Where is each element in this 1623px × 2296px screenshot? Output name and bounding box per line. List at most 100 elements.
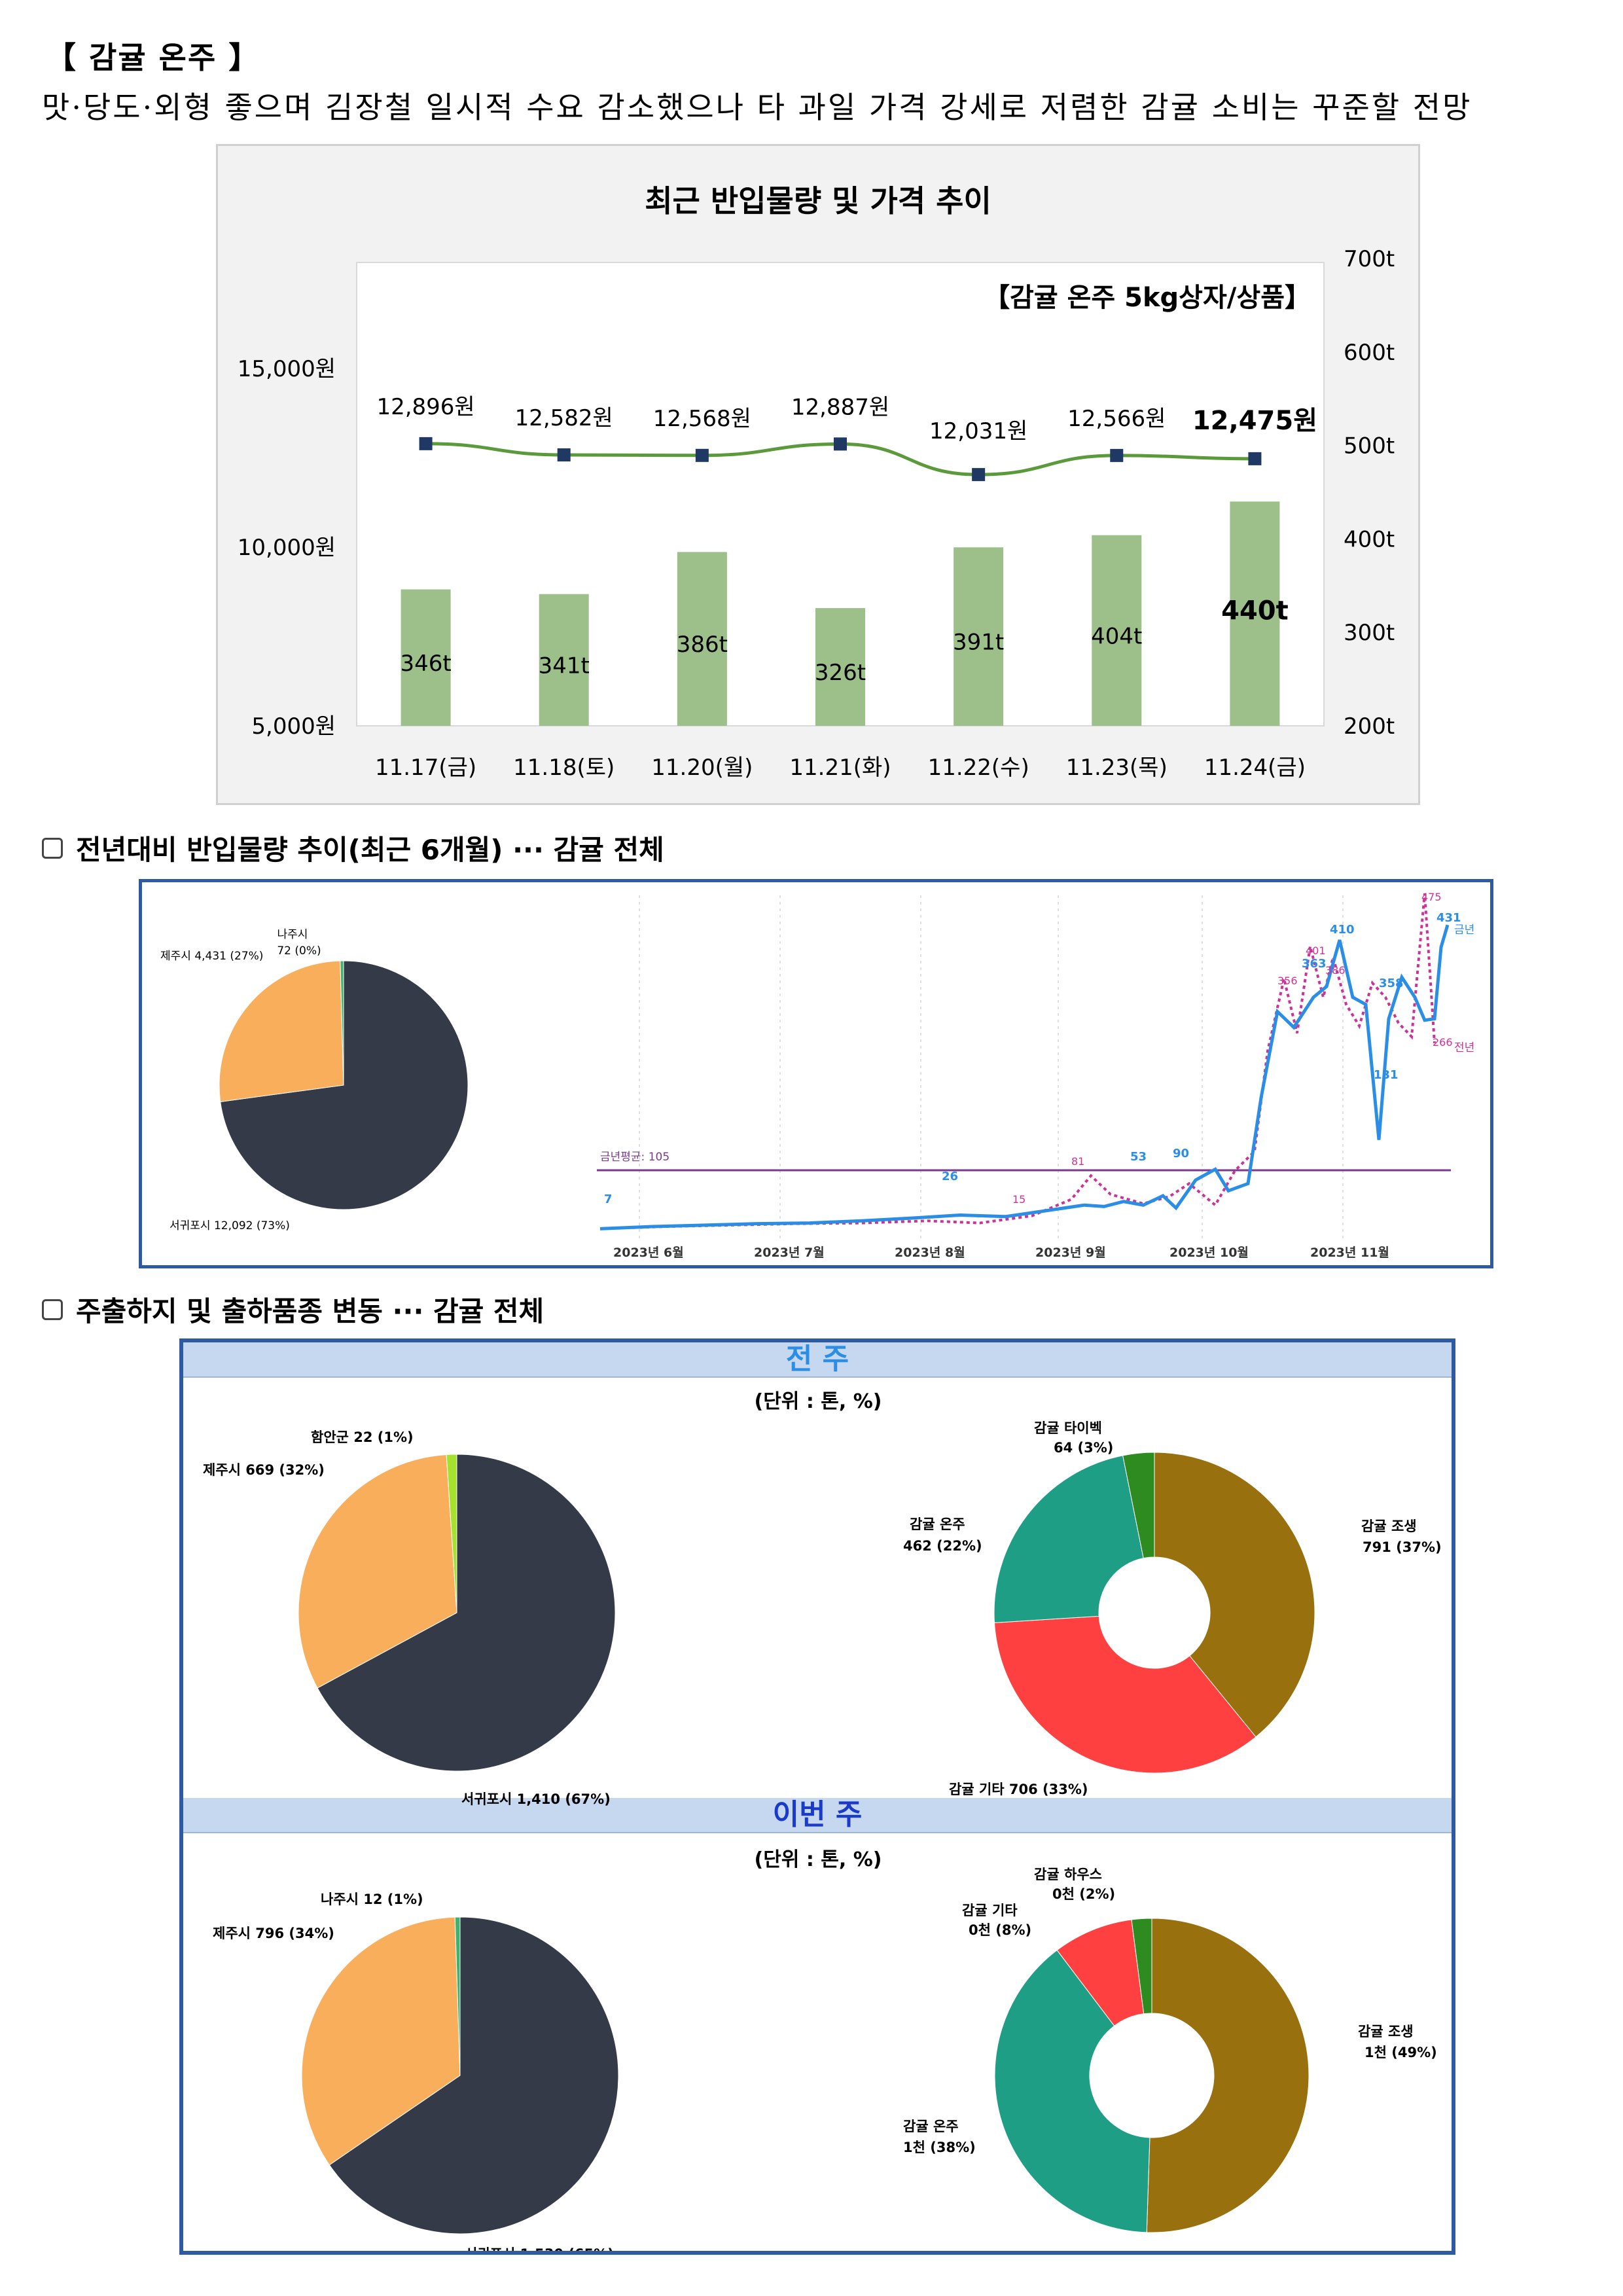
last-year-data-label: 81 [1071,1155,1084,1168]
prev-variety-label-josaeng: 감귤 조생 [1361,1518,1417,1534]
price-marker [834,437,847,451]
page-heading: 【 감귤 온주 】 [46,40,260,75]
price-label: 12,031원 [929,418,1027,444]
this-variety-label-josaeng-value: 1천 (49%) [1364,2045,1437,2060]
category-label: 11.17(금) [375,755,476,781]
bar-value-label: 440t [1221,596,1289,626]
price-label: 12,887원 [791,394,889,420]
prev-variety-label-taivek: 감귤 타이벡 [1034,1420,1102,1436]
price-marker [972,468,986,482]
bar-value-label: 391t [953,630,1004,656]
last-year-data-label: 401 [1306,944,1326,957]
last-year-data-label: 386 [1325,964,1346,977]
month-label: 2023년 8월 [895,1246,965,1260]
this-region-label-seogwipo: 서귀포시 1,530 (65%) [465,2246,614,2251]
origin-pie-slice-0 [220,960,469,1210]
price-label: 12,896원 [376,394,474,420]
bar [677,552,727,726]
this-variety-label-onju: 감귤 온주 [903,2119,959,2134]
month-label: 2023년 7월 [754,1246,825,1260]
this-region-pie-slice-0 [329,1916,619,2234]
price-label: 12,566원 [1067,406,1166,432]
prev-variety-label-josaeng-value: 791 (37%) [1363,1539,1442,1555]
this-variety-label-house-value: 0천 (2%) [1052,1886,1115,1902]
left-tick-label: 15,000원 [238,356,336,382]
this-region-label-najusi: 나주시 12 (1%) [321,1892,423,1907]
trend-chart-frame: 나주시 72 (0%) 제주시 4,431 (27%) 서귀포시 12,092 (73… [139,879,1493,1268]
prev-variety-label-onju-value: 462 (22%) [903,1538,982,1554]
month-label: 2023년 9월 [1035,1246,1106,1260]
section-header-trend: 전년대비 반입물량 추이(최근 6개월) ··· 감귤 전체 [42,828,664,868]
category-label: 11.24(금) [1204,755,1306,781]
month-label: 2023년 6월 [613,1246,684,1260]
last-year-data-label: 356 [1277,975,1298,987]
section-title: 전년대비 반입물량 추이(최근 6개월) ··· 감귤 전체 [76,834,664,866]
prev-region-pie-slice-2 [446,1454,457,1613]
this-variety-donut-slice-0 [1146,1918,1310,2233]
this-region-pie-slice-1 [301,1916,461,2166]
this-variety-label-house: 감귤 하우스 [1034,1867,1102,1882]
price-label: 12,475원 [1192,406,1317,436]
page-subtitle: 맛·당도·외형 좋으며 김장철 일시적 수요 감소했으나 타 과일 가격 강세로… [42,90,1472,125]
bar [954,547,1004,726]
section-title: 주출하지 및 출하품종 변동 ··· 감귤 전체 [76,1295,544,1327]
pie-label-seogwipo: 서귀포시 12,092 (73%) [169,1219,290,1232]
bar-value-label: 386t [677,632,728,658]
this-year-data-label: 90 [1173,1147,1189,1160]
price-marker [1110,448,1124,462]
prev-week-band: 전 주 [183,1342,1452,1378]
prev-variety-label-taivek-value: 64 (3%) [1054,1440,1113,1456]
last-year-data-label: 15 [1012,1193,1026,1206]
this-variety-label-gita: 감귤 기타 [962,1903,1018,1918]
right-tick-label: 500t [1344,433,1395,459]
right-tick-label: 700t [1344,246,1395,272]
this-year-legend: 금년 [1454,924,1474,937]
price-marker [557,448,571,462]
prev-region-label-seogwipo: 서귀포시 1,410 (67%) [461,1791,611,1807]
this-variety-donut-slice-3 [1131,1918,1152,2015]
prev-region-pie-slice-1 [298,1454,457,1689]
bar-value-label: 404t [1091,623,1142,649]
right-tick-label: 300t [1344,620,1395,646]
pie-label-najusi: 나주시 [277,928,308,941]
prev-region-label-jeju: 제주시 669 (32%) [203,1462,325,1478]
weekly-panel-frame: 전 주 이번 주 (단위 : 톤, %) (단위 : 톤, %) 함안군 22 (1… [179,1338,1455,2255]
this-region-label-jeju: 제주시 796 (34%) [213,1926,334,1941]
bar-value-label: 326t [815,660,866,686]
bar [401,589,451,726]
category-label: 11.22(수) [928,755,1029,781]
unit-label-this: (단위 : 톤, %) [754,1848,882,1871]
checkbox-icon[interactable] [42,1299,63,1320]
category-label: 11.21(화) [789,755,891,781]
average-label: 금년평균: 105 [600,1151,669,1164]
section-header-origin: 주출하지 및 출하품종 변동 ··· 감귤 전체 [42,1289,544,1329]
checkbox-icon[interactable] [42,837,63,859]
prev-variety-label-gita: 감귤 기타 706 (33%) [949,1782,1088,1797]
prev-variety-donut-slice-2 [993,1455,1144,1623]
pie-label-jeju: 제주시 4,431 (27%) [160,950,263,963]
this-variety-label-gita-value: 0천 (8%) [969,1922,1031,1938]
price-marker [1248,452,1262,465]
right-tick-label: 200t [1344,713,1395,740]
product-label: 【감귤 온주 5kg상자/상품】 [984,283,1311,313]
bar-value-label: 341t [539,653,590,679]
right-tick-label: 600t [1344,340,1395,366]
bar [539,594,589,726]
left-tick-label: 10,000원 [238,535,336,561]
this-year-data-label: 358 [1379,977,1404,990]
this-year-data-label: 363 [1302,957,1327,971]
this-week-band: 이번 주 [183,1798,1452,1833]
prev-variety-donut-slice-3 [1122,1452,1155,1559]
chart-title: 최근 반입물량 및 가격 추이 [645,183,991,219]
this-year-data-label: 26 [942,1170,958,1183]
last-year-data-label: 266 [1433,1036,1453,1049]
this-variety-label-josaeng: 감귤 조생 [1358,2024,1414,2039]
this-year-data-label: 431 [1436,911,1461,925]
prev-variety-donut-slice-1 [993,1615,1257,1774]
month-label: 2023년 11월 [1310,1246,1389,1260]
price-volume-chart: 최근 반입물량 및 가격 추이 【감귤 온주 5kg상자/상품】 15,000원 10… [238,183,1395,781]
last-year-data-label: 475 [1421,891,1442,903]
bar [1092,535,1142,726]
price-label: 12,582원 [515,405,613,431]
this-year-line [599,924,1450,1230]
